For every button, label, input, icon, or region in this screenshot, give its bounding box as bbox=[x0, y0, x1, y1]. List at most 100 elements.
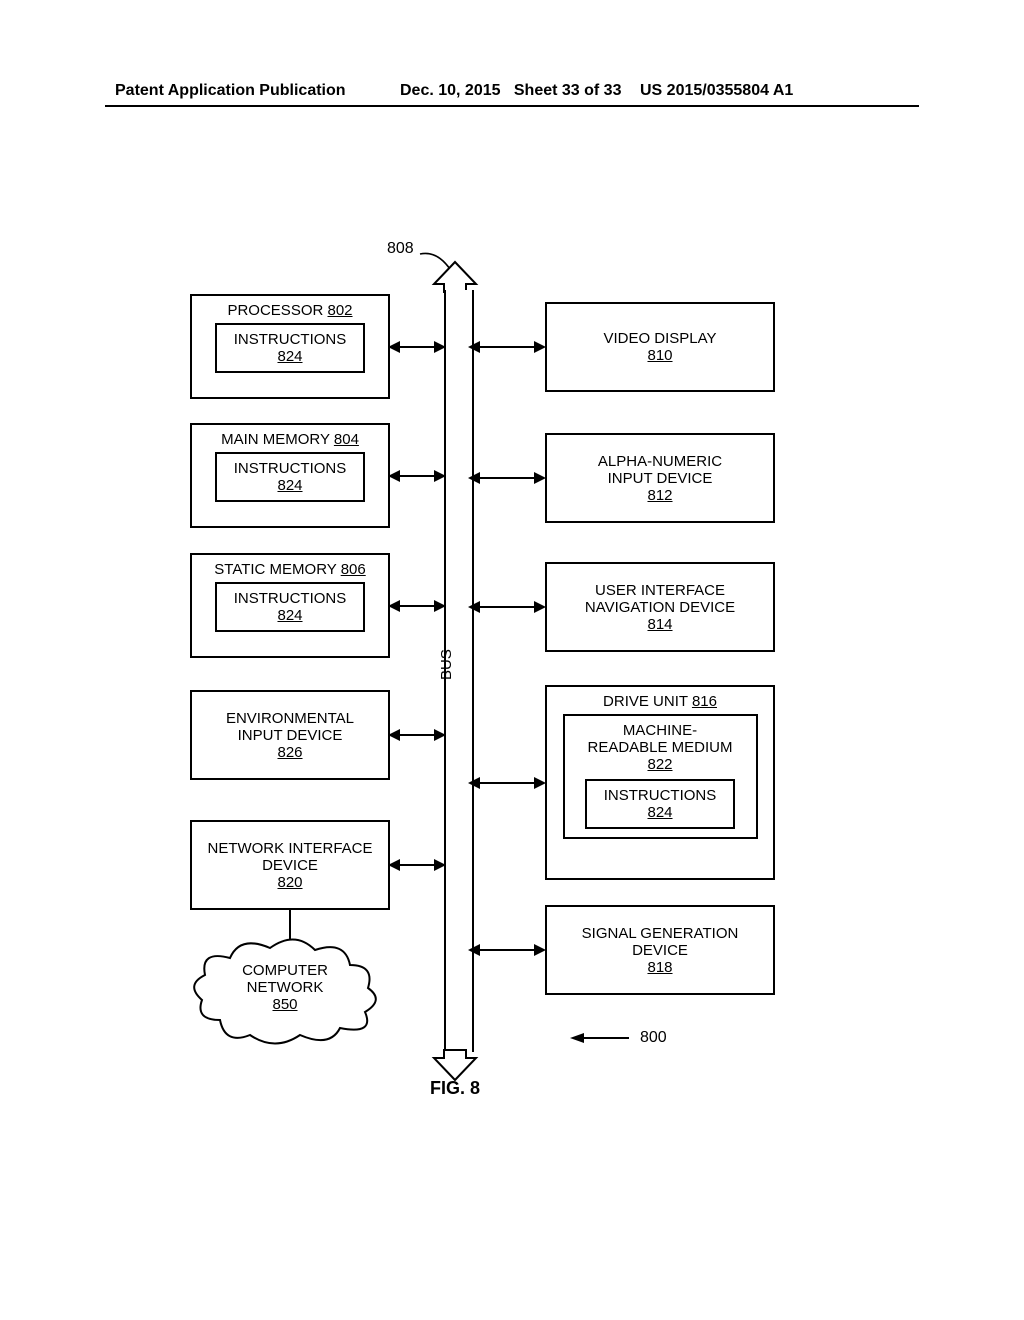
main-memory-title: MAIN MEMORY bbox=[221, 431, 330, 448]
ah-staticmem-l bbox=[388, 600, 400, 612]
static-memory-ref: 806 bbox=[341, 561, 366, 578]
env-input-box: ENVIRONMENTAL INPUT DEVICE 826 bbox=[190, 690, 390, 780]
ah-netif-r bbox=[434, 859, 446, 871]
alnum-ref: 812 bbox=[647, 487, 672, 504]
conn-video bbox=[478, 346, 538, 348]
conn-mainmem bbox=[398, 475, 438, 477]
static-memory-title-row: STATIC MEMORY 806 bbox=[214, 561, 365, 578]
drive-instr-ref: 824 bbox=[593, 804, 727, 821]
processor-instructions-box: INSTRUCTIONS 824 bbox=[215, 323, 365, 373]
cloud-ref: 850 bbox=[225, 996, 345, 1013]
siggen-line1: SIGNAL GENERATION bbox=[582, 925, 739, 942]
ah-uinav-l bbox=[468, 601, 480, 613]
conn-processor bbox=[398, 346, 438, 348]
ah-siggen-l bbox=[468, 944, 480, 956]
netif-cloud-link bbox=[289, 910, 291, 940]
header-left: Patent Application Publication bbox=[115, 82, 346, 100]
drive-title-row: DRIVE UNIT 816 bbox=[603, 693, 717, 710]
ah-alnum-l bbox=[468, 472, 480, 484]
uinav-line2: NAVIGATION DEVICE bbox=[585, 599, 735, 616]
drive-title: DRIVE UNIT bbox=[603, 693, 688, 710]
static-memory-instr-ref: 824 bbox=[223, 607, 357, 624]
processor-ref: 802 bbox=[328, 302, 353, 319]
header-mid: Dec. 10, 2015 Sheet 33 of 33 bbox=[400, 82, 621, 100]
env-input-line2: INPUT DEVICE bbox=[238, 727, 343, 744]
drive-ref: 816 bbox=[692, 693, 717, 710]
header-right: US 2015/0355804 A1 bbox=[640, 82, 793, 100]
conn-siggen bbox=[478, 949, 538, 951]
header-sheet: Sheet 33 of 33 bbox=[514, 82, 622, 99]
figure-caption: FIG. 8 bbox=[430, 1078, 480, 1099]
ah-staticmem-r bbox=[434, 600, 446, 612]
processor-box: PROCESSOR 802 INSTRUCTIONS 824 bbox=[190, 294, 390, 399]
ah-mainmem-r bbox=[434, 470, 446, 482]
net-if-ref: 820 bbox=[277, 874, 302, 891]
bus-arrow-bottom bbox=[434, 1050, 476, 1080]
env-input-line1: ENVIRONMENTAL bbox=[226, 710, 354, 727]
bus-label: BUS bbox=[438, 649, 455, 680]
static-memory-instr-title: INSTRUCTIONS bbox=[223, 590, 357, 607]
bus-ref-label: 808 bbox=[387, 240, 414, 258]
header-rule bbox=[105, 105, 919, 107]
cloud-line2: NETWORK bbox=[225, 979, 345, 996]
main-memory-box: MAIN MEMORY 804 INSTRUCTIONS 824 bbox=[190, 423, 390, 528]
system-ref-label: 800 bbox=[640, 1029, 667, 1047]
ah-netif-l bbox=[388, 859, 400, 871]
siggen-box: SIGNAL GENERATION DEVICE 818 bbox=[545, 905, 775, 995]
ah-video-l bbox=[468, 341, 480, 353]
processor-instr-ref: 824 bbox=[223, 348, 357, 365]
header-date: Dec. 10, 2015 bbox=[400, 82, 501, 99]
cloud-text: COMPUTER NETWORK 850 bbox=[225, 962, 345, 1013]
drive-instructions-box: INSTRUCTIONS 824 bbox=[585, 779, 735, 829]
net-if-line2: DEVICE bbox=[262, 857, 318, 874]
ah-envinput-l bbox=[388, 729, 400, 741]
ah-uinav-r bbox=[534, 601, 546, 613]
conn-netif bbox=[398, 864, 438, 866]
processor-title: PROCESSOR bbox=[227, 302, 323, 319]
ah-processor-r bbox=[434, 341, 446, 353]
alnum-line1: ALPHA-NUMERIC bbox=[598, 453, 722, 470]
env-input-ref: 826 bbox=[277, 744, 302, 761]
conn-staticmem bbox=[398, 605, 438, 607]
uinav-ref: 814 bbox=[647, 616, 672, 633]
conn-uinav bbox=[478, 606, 538, 608]
alnum-line2: INPUT DEVICE bbox=[608, 470, 713, 487]
conn-drive bbox=[478, 782, 538, 784]
drive-instr-title: INSTRUCTIONS bbox=[593, 787, 727, 804]
alnum-input-box: ALPHA-NUMERIC INPUT DEVICE 812 bbox=[545, 433, 775, 523]
conn-envinput bbox=[398, 734, 438, 736]
processor-instr-title: INSTRUCTIONS bbox=[223, 331, 357, 348]
medium-line1: MACHINE- bbox=[569, 722, 752, 739]
static-memory-box: STATIC MEMORY 806 INSTRUCTIONS 824 bbox=[190, 553, 390, 658]
ah-video-r bbox=[534, 341, 546, 353]
ah-mainmem-l bbox=[388, 470, 400, 482]
ah-drive-l bbox=[468, 777, 480, 789]
processor-title-row: PROCESSOR 802 bbox=[227, 302, 352, 319]
video-display-box: VIDEO DISPLAY 810 bbox=[545, 302, 775, 392]
medium-ref: 822 bbox=[569, 756, 752, 773]
ah-drive-r bbox=[534, 777, 546, 789]
main-memory-instructions-box: INSTRUCTIONS 824 bbox=[215, 452, 365, 502]
ah-siggen-r bbox=[534, 944, 546, 956]
static-memory-instructions-box: INSTRUCTIONS 824 bbox=[215, 582, 365, 632]
siggen-ref: 818 bbox=[647, 959, 672, 976]
cloud-line1: COMPUTER bbox=[225, 962, 345, 979]
net-if-line1: NETWORK INTERFACE bbox=[207, 840, 372, 857]
medium-line2: READABLE MEDIUM bbox=[569, 739, 752, 756]
ah-processor-l bbox=[388, 341, 400, 353]
main-memory-title-row: MAIN MEMORY 804 bbox=[221, 431, 359, 448]
ah-envinput-r bbox=[434, 729, 446, 741]
static-memory-title: STATIC MEMORY bbox=[214, 561, 336, 578]
conn-alnum bbox=[478, 477, 538, 479]
system-ref-line bbox=[584, 1037, 629, 1039]
siggen-line2: DEVICE bbox=[632, 942, 688, 959]
bus-arrow-top bbox=[434, 262, 476, 292]
main-memory-instr-ref: 824 bbox=[223, 477, 357, 494]
ah-alnum-r bbox=[534, 472, 546, 484]
uinav-box: USER INTERFACE NAVIGATION DEVICE 814 bbox=[545, 562, 775, 652]
video-line1: VIDEO DISPLAY bbox=[603, 330, 716, 347]
machine-readable-medium-box: MACHINE- READABLE MEDIUM 822 INSTRUCTION… bbox=[563, 714, 758, 839]
video-ref: 810 bbox=[647, 347, 672, 364]
uinav-line1: USER INTERFACE bbox=[595, 582, 725, 599]
main-memory-ref: 804 bbox=[334, 431, 359, 448]
